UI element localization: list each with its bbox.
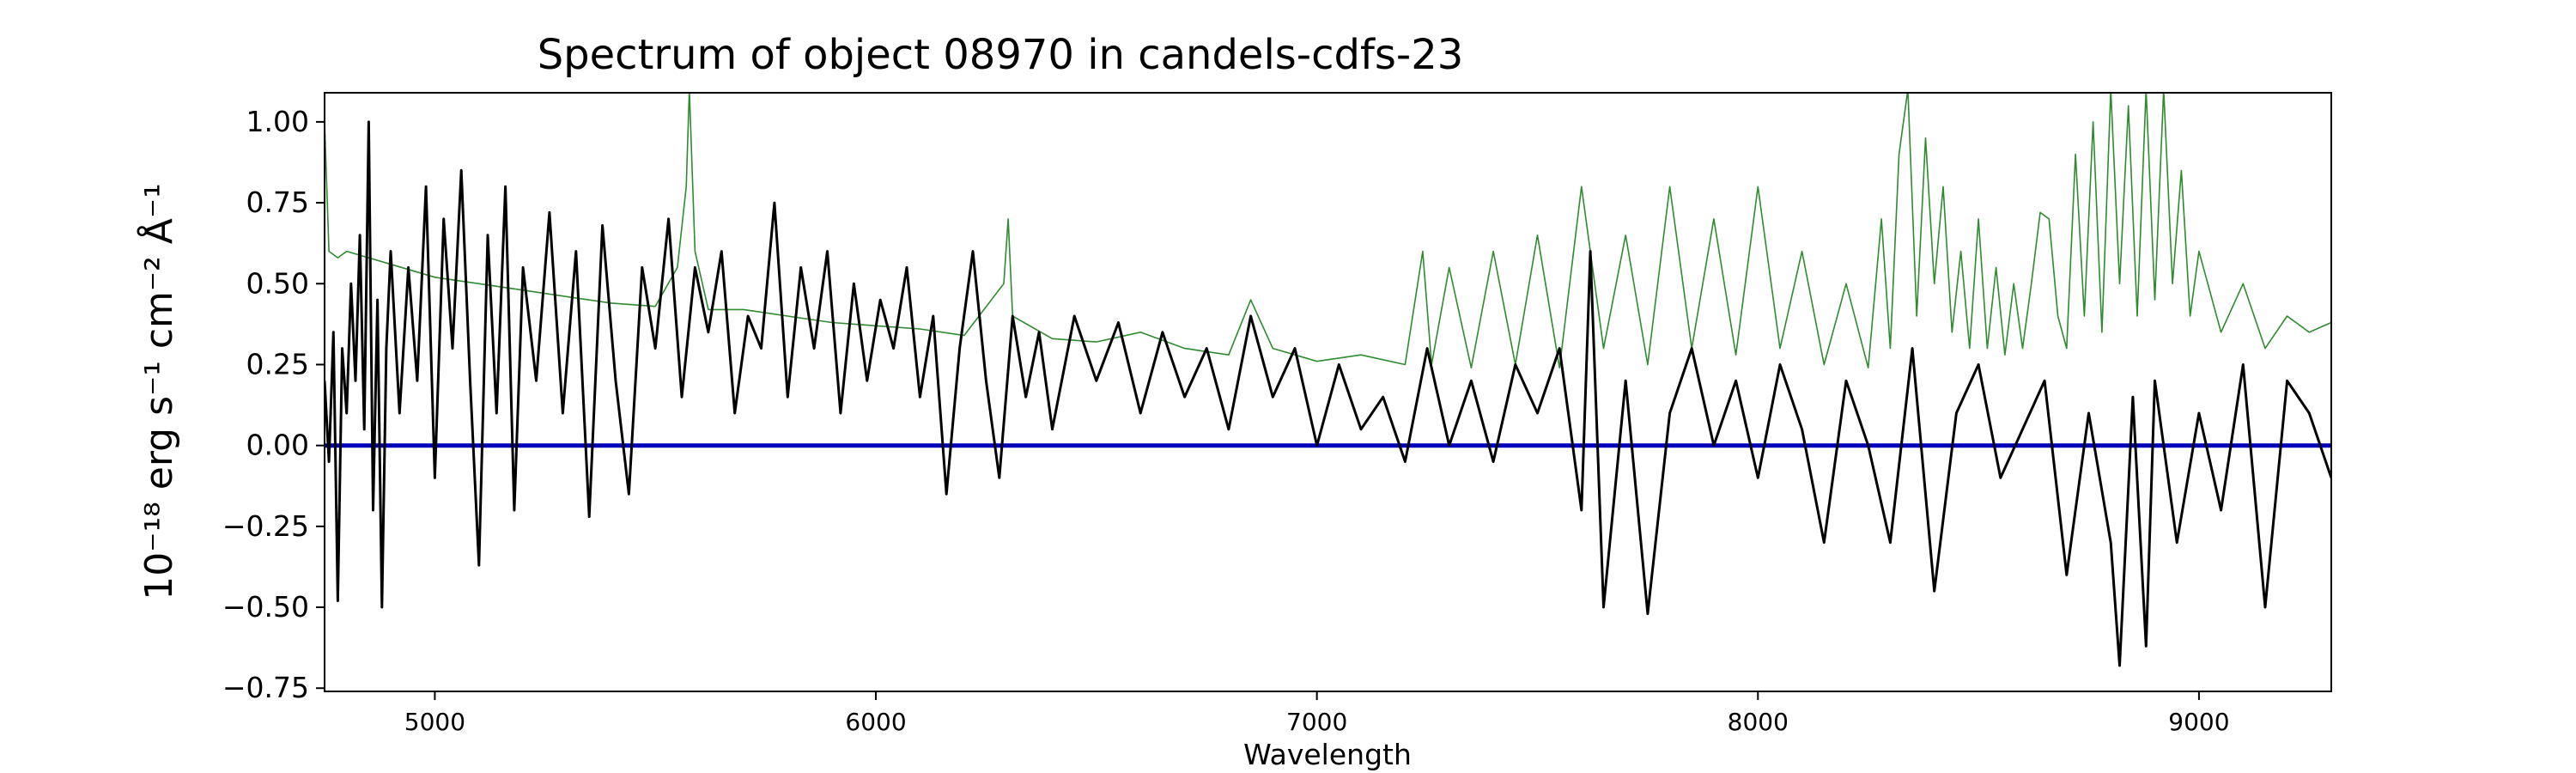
y-axis-label: 10⁻¹⁸ erg s⁻¹ cm⁻² Å⁻¹ bbox=[136, 183, 181, 600]
y-tick-label: −0.25 bbox=[222, 509, 309, 543]
y-tick-label: 1.00 bbox=[246, 105, 309, 138]
y-tick-label: −0.50 bbox=[222, 590, 309, 624]
series-line-1 bbox=[325, 93, 2331, 369]
y-tick-label: −0.75 bbox=[222, 671, 309, 704]
x-tick-label: 9000 bbox=[2168, 708, 2229, 736]
x-tick-label: 5000 bbox=[404, 708, 465, 736]
x-tick-label: 8000 bbox=[1728, 708, 1789, 736]
y-tick-label: 0.50 bbox=[246, 266, 309, 300]
x-axis: 5000 6000 7000 8000 9000 bbox=[404, 691, 2230, 736]
plot-frame bbox=[324, 92, 2332, 692]
y-tick-label: 0.00 bbox=[246, 429, 309, 462]
x-axis-label: Wavelength bbox=[1243, 738, 1412, 771]
y-axis: −0.75 −0.50 −0.25 0.00 0.25 0.50 0.75 1.00 bbox=[222, 105, 325, 704]
chart-title: Spectrum of object 08970 in candels-cdfs… bbox=[538, 31, 1464, 79]
y-tick-label: 0.25 bbox=[246, 347, 309, 380]
y-tick-label: 0.75 bbox=[246, 186, 309, 219]
x-tick-label: 7000 bbox=[1286, 708, 1347, 736]
series-layer bbox=[325, 93, 2331, 667]
series-line-0 bbox=[325, 120, 2331, 667]
x-tick-label: 6000 bbox=[845, 708, 906, 736]
